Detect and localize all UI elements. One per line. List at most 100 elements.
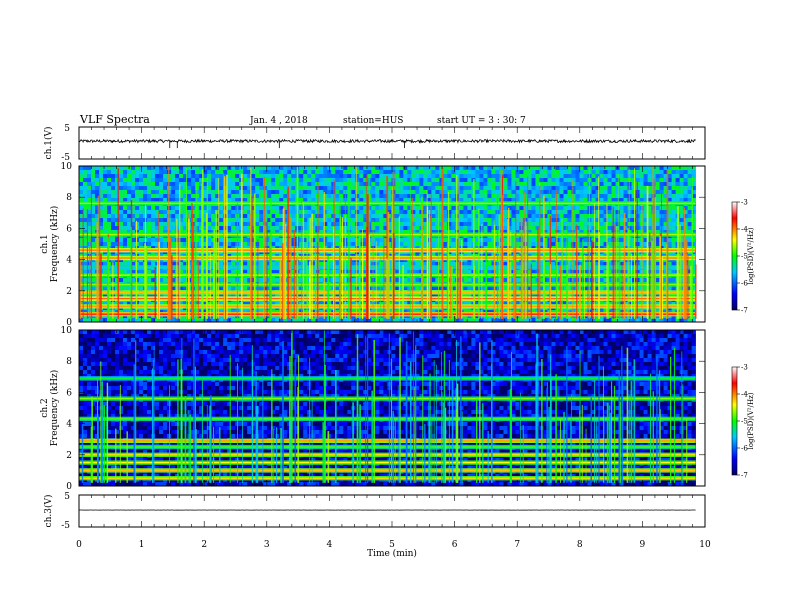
- ch1-spectrogram-cell: [551, 206, 555, 210]
- ch1-spectrogram-cell: [551, 178, 555, 182]
- ch1-spectrogram-cell: [87, 186, 91, 190]
- ch1-spectrogram-cell: [415, 222, 419, 226]
- ch1-spectrogram-cell: [259, 226, 263, 230]
- ch1-spectrogram-cell: [463, 194, 467, 198]
- ch1-spectrogram-cell: [451, 206, 455, 210]
- ch1-spectrogram-cell: [571, 186, 575, 190]
- ch1-spectrogram-cell: [315, 174, 319, 178]
- ch1-spectrogram-cell: [367, 166, 371, 170]
- ch1-spectrogram-cell: [151, 210, 155, 214]
- ch1-spectrogram-cell: [123, 194, 127, 198]
- ch1-spectrogram-cell: [147, 214, 151, 218]
- ch1-spectrogram-cell: [103, 238, 107, 242]
- ch1-spectrogram-cell: [620, 186, 624, 190]
- ch1-spectrogram-cell: [632, 170, 636, 174]
- ch1-spectrogram-cell: [539, 182, 543, 186]
- ch1-spectrogram-cell: [163, 218, 167, 222]
- ch1-spectrogram-cell: [580, 206, 584, 210]
- ch1-spectrogram-cell: [159, 238, 163, 242]
- ch1-spectrogram-cell: [407, 186, 411, 190]
- ch1-spectrogram-cell: [171, 214, 175, 218]
- ch1-spectrogram-cell: [451, 214, 455, 218]
- ch1-spectrogram-cell: [604, 186, 608, 190]
- ch1-spectrogram-cell: [219, 226, 223, 230]
- ch1-spectrogram-cell: [107, 186, 111, 190]
- ch1-spectrogram-cell: [211, 178, 215, 182]
- ch1-spectrogram-cell: [435, 190, 439, 194]
- ch1-spectrogram-cell: [471, 174, 475, 178]
- ch1-spectrogram-cell: [255, 186, 259, 190]
- ch1-spectrogram-cell: [123, 178, 127, 182]
- ch1-spectrogram-cell: [291, 210, 295, 214]
- ch1-spectrogram-cell: [531, 182, 535, 186]
- ch1-spectrogram-cell: [547, 170, 551, 174]
- ch1-spectrogram-cell: [680, 194, 684, 198]
- ch1-spectrogram-cell: [692, 170, 696, 174]
- ch1-spectrogram-cell: [355, 218, 359, 222]
- ch1-spectrogram-cell: [159, 170, 163, 174]
- ch1-spectrogram-cell: [431, 210, 435, 214]
- ch1-spectrogram-cell: [283, 170, 287, 174]
- ch1-spectrogram-cell: [571, 210, 575, 214]
- ch1-spectrogram-cell: [399, 186, 403, 190]
- ch1-spectrogram-cell: [139, 222, 143, 226]
- ch1-spectrogram-cell: [291, 218, 295, 222]
- ch1-spectrogram-cell: [119, 174, 123, 178]
- ch1-spectrogram-cell: [688, 174, 692, 178]
- ch1-spectrogram-cell: [139, 238, 143, 242]
- ch1-spectrogram-cell: [499, 166, 503, 170]
- ch1-spectrogram-cell: [299, 182, 303, 186]
- ch1-spectrogram-cell: [259, 182, 263, 186]
- ch1-spectrogram-cell: [271, 210, 275, 214]
- ch1-spectrogram-cell: [175, 210, 179, 214]
- ch1-spectrogram-cell: [271, 242, 275, 246]
- ch1-spectrogram-cell: [315, 166, 319, 170]
- ch1-spectrogram-cell: [672, 218, 676, 222]
- ch1-spectrogram-cell: [99, 170, 103, 174]
- ch1-spectrogram-cell: [123, 186, 127, 190]
- ch1-spectrogram-cell: [171, 218, 175, 222]
- ch1-spectrogram-cell: [379, 210, 383, 214]
- ch1-spectrogram-cell: [447, 182, 451, 186]
- ch1-spectrogram-cell: [327, 174, 331, 178]
- ch1-spectrogram-cell: [375, 178, 379, 182]
- ch1-spectrogram-cell: [407, 218, 411, 222]
- ch1-spectrogram-cell: [563, 186, 567, 190]
- ch1-spectrogram-cell: [676, 170, 680, 174]
- ch1-spectrogram-cell: [467, 178, 471, 182]
- ch1-spectrogram-cell: [319, 278, 323, 282]
- ch1-spectrogram-cell: [163, 226, 167, 230]
- ch1-spectrogram-cell: [103, 214, 107, 218]
- ch1-spectrogram-cell: [371, 222, 375, 226]
- ch1-spectrogram-cell: [235, 170, 239, 174]
- ch1-spectrogram-cell: [283, 174, 287, 178]
- ch1-spectrogram-cell: [291, 170, 295, 174]
- ch1-spectrogram-cell: [111, 206, 115, 210]
- ch1-spectrogram-cell: [600, 166, 604, 170]
- ch1-spectrogram-cell: [563, 174, 567, 178]
- ch1-spectrogram-cell: [463, 210, 467, 214]
- ch1-spectrogram-cell: [435, 278, 439, 282]
- ch1-spectrogram-cell: [676, 174, 680, 178]
- ch1-spectrogram-cell: [307, 170, 311, 174]
- ch1-spectrogram-cell: [375, 186, 379, 190]
- ch1-spectrogram-cell: [447, 174, 451, 178]
- ch1-spectrogram-cell: [83, 194, 87, 198]
- ch1-spectrogram-cell: [467, 238, 471, 242]
- ch1-spectrogram-cell: [467, 218, 471, 222]
- ch1-spectrogram-cell: [147, 222, 151, 226]
- ch1-spectrogram-cell: [219, 214, 223, 218]
- ch1-spectrogram-cell: [251, 182, 255, 186]
- ch1-spectrogram-cell: [83, 170, 87, 174]
- ch1-spectrogram-cell: [91, 178, 95, 182]
- ch1-spectrogram-cell: [688, 242, 692, 246]
- ch1-spectrogram-cell: [379, 178, 383, 182]
- ch1-spectrogram-cell: [463, 214, 467, 218]
- ch1-spectrogram-cell: [680, 178, 684, 182]
- ch1-spectrogram-cell: [592, 210, 596, 214]
- ch1-spectrogram-cell: [479, 206, 483, 210]
- ch1-spectrogram-cell: [463, 242, 467, 246]
- ch1-spectrogram-cell: [656, 174, 660, 178]
- ch1-spectrogram-cell: [543, 170, 547, 174]
- ch1-spectrogram-cell: [319, 214, 323, 218]
